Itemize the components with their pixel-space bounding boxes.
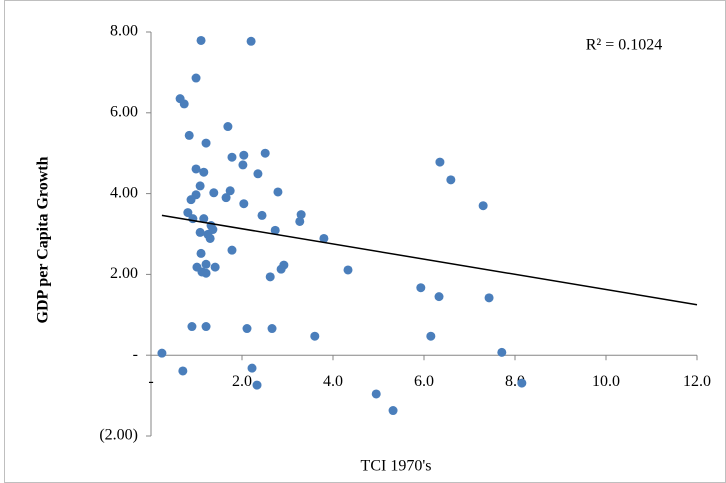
point xyxy=(310,331,320,341)
point xyxy=(179,99,189,109)
y-tick-label: 4.00 xyxy=(110,184,138,201)
point xyxy=(209,188,219,198)
x-tick-label: 6.0 xyxy=(414,373,434,390)
point xyxy=(199,214,209,224)
point xyxy=(187,322,197,332)
point xyxy=(201,322,211,332)
point xyxy=(239,199,249,209)
y-tick-label: 6.00 xyxy=(110,103,138,120)
r-squared-label: R² = 0.1024 xyxy=(586,37,663,54)
x-tick-label: 12.0 xyxy=(683,373,711,390)
point xyxy=(497,347,507,357)
point xyxy=(267,324,277,334)
point xyxy=(239,150,249,160)
point xyxy=(257,210,267,220)
point xyxy=(247,363,257,373)
point xyxy=(270,225,280,235)
point xyxy=(205,233,215,243)
point xyxy=(227,245,237,255)
point xyxy=(191,73,201,83)
point xyxy=(195,227,205,237)
point xyxy=(434,292,444,302)
point xyxy=(157,348,167,358)
point xyxy=(273,187,283,197)
point xyxy=(253,169,263,179)
x-axis-title: TCI 1970's xyxy=(361,458,432,475)
point xyxy=(446,175,456,185)
point xyxy=(242,324,252,334)
point xyxy=(426,331,436,341)
y-axis-title: GDP per Capita Growth xyxy=(35,156,52,323)
point xyxy=(196,35,206,45)
point xyxy=(295,216,305,226)
point xyxy=(184,130,194,140)
point xyxy=(416,283,426,293)
point xyxy=(201,259,211,269)
point xyxy=(319,233,329,243)
point xyxy=(223,122,233,132)
point xyxy=(246,36,256,46)
point xyxy=(178,366,188,376)
y-tick-label: - xyxy=(133,346,138,363)
point xyxy=(195,181,205,191)
point xyxy=(435,157,445,167)
point xyxy=(221,193,231,203)
point xyxy=(210,262,220,272)
point xyxy=(484,293,494,303)
point xyxy=(478,201,488,211)
point xyxy=(371,389,381,399)
point xyxy=(252,380,262,390)
x-tick-label: 4.0 xyxy=(323,373,343,390)
point xyxy=(201,138,211,148)
x-tick-label: 2.0 xyxy=(232,373,252,390)
point xyxy=(296,210,306,220)
point xyxy=(265,272,275,282)
point xyxy=(201,268,211,278)
x-tick-label: - xyxy=(148,373,153,390)
y-tick-label: (2.00) xyxy=(99,427,138,444)
point xyxy=(276,264,286,274)
trendline xyxy=(161,214,698,306)
point xyxy=(186,195,196,205)
point xyxy=(260,148,270,158)
point xyxy=(225,186,235,196)
y-tick-label: 2.00 xyxy=(110,265,138,282)
point xyxy=(517,378,527,388)
point xyxy=(227,152,237,162)
x-tick-label: 10.0 xyxy=(592,373,620,390)
point xyxy=(388,406,398,416)
point xyxy=(183,208,193,218)
chart-frame xyxy=(4,0,726,483)
point xyxy=(343,265,353,275)
y-tick-label: 8.00 xyxy=(110,23,138,40)
point xyxy=(199,167,209,177)
point xyxy=(196,248,206,258)
point xyxy=(238,160,248,170)
point xyxy=(191,164,201,174)
